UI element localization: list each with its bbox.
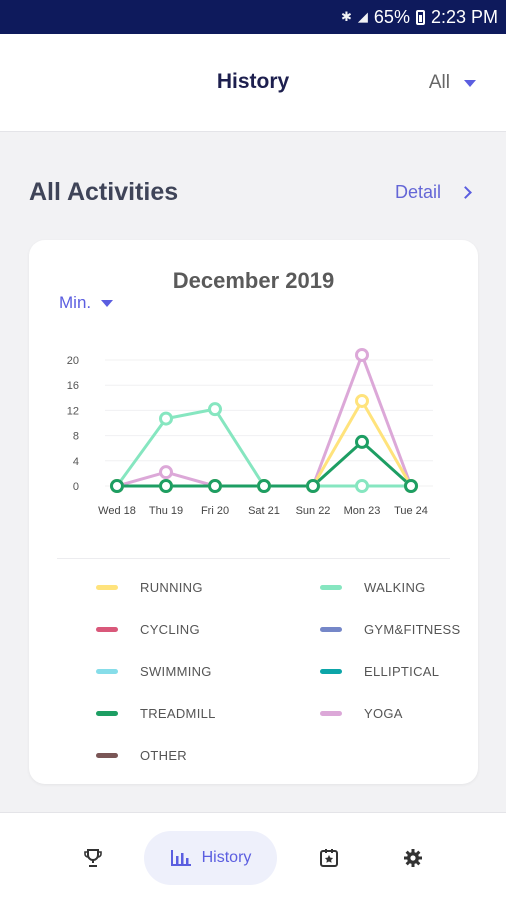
y-tick-label: 8	[73, 431, 79, 443]
x-tick-label: Fri 20	[201, 505, 229, 517]
legend-item-treadmill: TREADMILL	[96, 706, 216, 721]
caret-down-icon	[464, 79, 476, 87]
legend-item-swimming: SWIMMING	[96, 664, 212, 679]
y-tick-label: 12	[67, 405, 79, 417]
y-tick-label: 0	[73, 481, 79, 493]
detail-label: Detail	[394, 181, 441, 202]
battery-percent: 65%	[373, 6, 410, 27]
filter-value: All	[428, 72, 450, 93]
data-point-walking	[208, 402, 222, 417]
unit-label: Min.	[59, 293, 92, 312]
bar-chart-icon	[170, 850, 191, 866]
legend-label: GYM&FITNESS	[364, 622, 461, 637]
status-bar: ✱ ◢ 65% 2:23 PM	[0, 0, 506, 34]
detail-link[interactable]: Detail	[394, 181, 472, 203]
data-point-treadmill	[208, 479, 222, 493]
activity-filter-dropdown[interactable]: All	[429, 72, 476, 94]
legend-item-yoga: YOGA	[320, 706, 403, 721]
chevron-right-icon	[459, 185, 472, 199]
x-tick-label: Sat 21	[248, 505, 280, 517]
x-tick-label: Sun 22	[296, 505, 331, 517]
gear-icon	[404, 849, 422, 867]
legend-item-walking: WALKING	[320, 580, 426, 595]
nav-achievements[interactable]	[66, 831, 120, 885]
caret-down-icon	[101, 299, 114, 307]
unit-dropdown[interactable]: Min.	[59, 293, 114, 313]
legend-swatch	[96, 753, 118, 758]
section-header: All Activities Detail	[29, 174, 472, 210]
x-tick-label: Thu 19	[149, 505, 183, 517]
divider	[57, 558, 450, 559]
page-title: History	[216, 70, 290, 93]
signal-icon: ◢	[357, 9, 368, 24]
legend-label: WALKING	[364, 580, 426, 595]
star-card-icon	[320, 849, 338, 867]
data-point-treadmill	[159, 479, 173, 493]
legend-swatch	[96, 585, 118, 590]
legend-item-elliptical: ELLIPTICAL	[320, 664, 439, 679]
data-point-treadmill	[306, 479, 320, 493]
nav-favorites[interactable]	[302, 831, 356, 885]
legend-label: OTHER	[140, 748, 187, 763]
legend-label: RUNNING	[140, 580, 203, 595]
data-point-running	[355, 393, 369, 408]
data-point-yoga	[355, 347, 369, 362]
legend-swatch	[320, 711, 342, 716]
legend-label: ELLIPTICAL	[364, 664, 440, 679]
legend-label: SWIMMING	[140, 664, 212, 679]
legend-item-gym-fitness: GYM&FITNESS	[320, 622, 460, 637]
legend-label: YOGA	[364, 706, 403, 721]
x-tick-label: Mon 23	[344, 505, 381, 517]
legend-swatch	[320, 585, 342, 590]
data-point-walking	[355, 479, 369, 493]
legend-item-running: RUNNING	[96, 580, 203, 595]
x-tick-label: Tue 24	[394, 505, 428, 517]
bluetooth-icon: ✱	[341, 9, 352, 24]
battery-icon	[415, 9, 425, 25]
legend-swatch	[320, 669, 342, 674]
nav-settings[interactable]	[386, 831, 440, 885]
line-chart: 0 4 8 12 16 20 Wed 18 Thu 19 Fri 20 Sat 21 Sun 22 M…	[67, 347, 433, 517]
legend-label: TREADMILL	[140, 706, 216, 721]
data-point-yoga	[159, 465, 173, 480]
legend-swatch	[320, 627, 342, 632]
data-point-walking	[159, 411, 173, 426]
activity-chart-card: December 2019 Min. 0 4 8 12 16 20 Wed 18 Thu 19…	[29, 240, 478, 784]
legend-label: CYCLING	[140, 622, 200, 637]
data-point-treadmill	[257, 479, 271, 493]
y-tick-label: 16	[67, 380, 79, 392]
nav-history-label: History	[201, 849, 252, 866]
data-point-treadmill	[110, 479, 124, 493]
app-bar: History All	[0, 34, 506, 132]
trophy-icon	[84, 849, 102, 867]
section-title: All Activities	[29, 177, 179, 206]
legend-item-other: OTHER	[96, 748, 187, 763]
legend-swatch	[96, 627, 118, 632]
legend-swatch	[96, 711, 118, 716]
clock: 2:23 PM	[430, 6, 498, 27]
legend-item-cycling: CYCLING	[96, 622, 200, 637]
legend-swatch	[96, 669, 118, 674]
chart-month-title: December 2019	[172, 268, 335, 293]
y-tick-label: 20	[67, 355, 79, 367]
y-tick-label: 4	[73, 456, 79, 468]
bottom-nav: History	[0, 812, 506, 900]
x-tick-label: Wed 18	[98, 505, 136, 517]
data-point-treadmill	[355, 434, 369, 449]
data-point-treadmill	[404, 479, 418, 493]
nav-history[interactable]: History	[144, 831, 277, 885]
